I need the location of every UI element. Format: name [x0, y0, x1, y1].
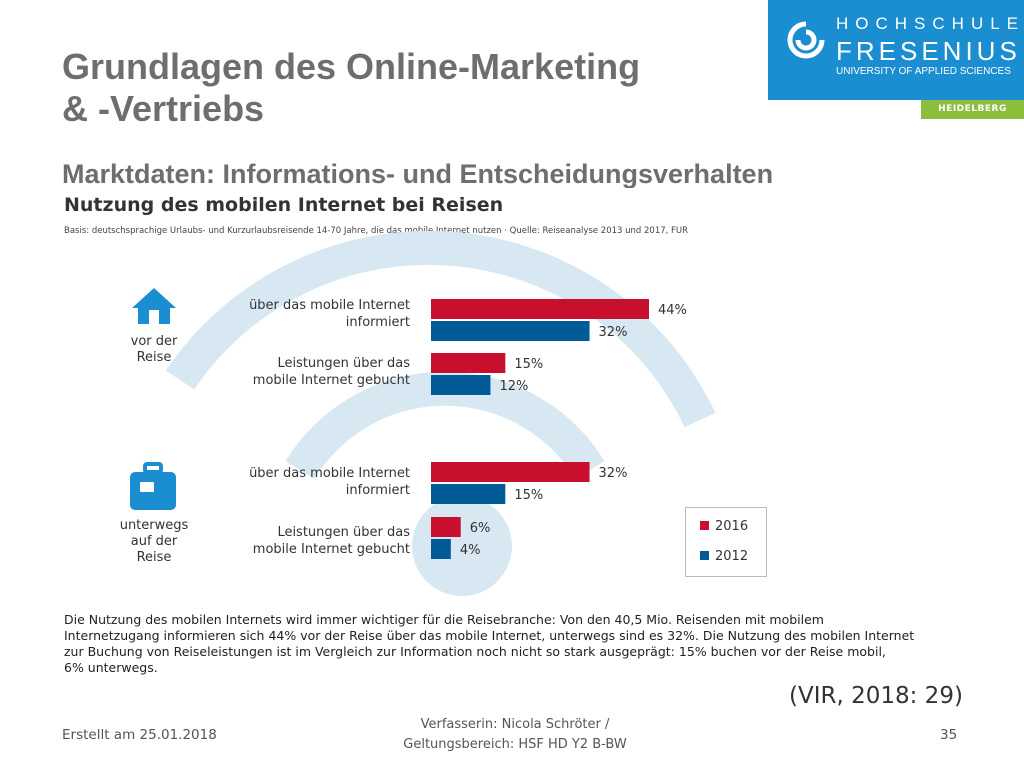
legend-item-2012: 2012 — [700, 549, 748, 564]
house-icon — [130, 286, 178, 330]
slide-title-line2: & -Vertriebs — [62, 88, 265, 129]
bar-value-label: 15% — [514, 488, 543, 503]
legend-swatch — [700, 521, 709, 530]
footer-author: Verfasserin: Nicola Schröter / Geltungsb… — [380, 715, 650, 755]
bar-value-label: 32% — [599, 325, 628, 340]
bar-2016-cat2 — [431, 462, 590, 482]
summary-line: Internetzugang informieren sich 44% vor … — [64, 628, 915, 643]
slide-title-line1: Grundlagen des Online-Marketing — [62, 46, 641, 87]
category-label: über das mobile Internet informiert — [249, 298, 410, 330]
bar-2016-cat0 — [431, 299, 649, 319]
chart-basis-note: Basis: deutschsprachige Urlaubs- und Kur… — [64, 226, 689, 236]
legend-label: 2012 — [715, 549, 749, 564]
summary-line: zur Buchung von Reiseleistungen ist im V… — [64, 644, 886, 659]
slide-title: Grundlagen des Online-Marketing & -Vertr… — [62, 46, 640, 130]
chart-legend: 2016 2012 — [685, 507, 767, 577]
bar-value-label: 12% — [499, 379, 528, 394]
group-label-before: vor der Reise — [130, 334, 178, 365]
category-label: Leistungen über das mobile Internet gebu… — [252, 356, 410, 388]
legend-label: 2016 — [715, 519, 749, 534]
page-number: 35 — [940, 727, 958, 743]
footer-author-line: Verfasserin: Nicola Schröter / — [420, 717, 610, 732]
bar-2012-cat1 — [431, 375, 491, 395]
bar-2012-cat3 — [431, 539, 451, 559]
logo-line-fresenius: FRESENIUS — [836, 36, 1021, 66]
bar-2016-cat3 — [431, 517, 461, 537]
bar-2012-cat2 — [431, 484, 506, 504]
legend-swatch — [700, 551, 709, 560]
city-badge: HEIDELBERG — [921, 100, 1024, 119]
logo-line-university: UNIVERSITY OF APPLIED SCIENCES — [836, 66, 1011, 77]
bar-value-label: 44% — [658, 303, 687, 318]
footer-scope-line: Geltungsbereich: HSF HD Y2 B-BW — [403, 737, 627, 752]
summary-line: 6% unterwegs. — [64, 660, 158, 675]
source-citation: (VIR, 2018: 29) — [789, 683, 963, 709]
bar-value-label: 32% — [599, 466, 628, 481]
wifi-arc-inner — [285, 371, 605, 480]
summary-line: Die Nutzung des mobilen Internets wird i… — [64, 612, 824, 627]
chart-title: Nutzung des mobilen Internet bei Reisen — [64, 194, 504, 216]
fresenius-logo-mark-icon — [787, 21, 825, 59]
bar-value-label: 15% — [514, 357, 543, 372]
wifi-arc-outer — [165, 230, 716, 428]
bars-layer: 44% 32% 15% 12% 32% 15% 6% 4% — [431, 299, 687, 559]
bar-value-label: 6% — [470, 521, 491, 536]
bar-2012-cat0 — [431, 321, 590, 341]
suitcase-icon — [128, 462, 178, 516]
category-label: Leistungen über das mobile Internet gebu… — [252, 525, 410, 557]
university-logo: HOCHSCHULE FRESENIUS UNIVERSITY OF APPLI… — [768, 0, 1024, 100]
bar-value-label: 4% — [460, 543, 481, 558]
summary-paragraph: Die Nutzung des mobilen Internets wird i… — [64, 612, 934, 676]
footer-date: Erstellt am 25.01.2018 — [62, 727, 217, 743]
bar-2016-cat1 — [431, 353, 506, 373]
legend-item-2016: 2016 — [700, 519, 748, 534]
category-label: über das mobile Internet informiert — [249, 466, 410, 498]
logo-line-hochschule: HOCHSCHULE — [836, 14, 1024, 33]
group-label-during: unterwegs auf der Reise — [119, 518, 189, 565]
slide-subtitle: Marktdaten: Informations- und Entscheidu… — [62, 159, 774, 188]
